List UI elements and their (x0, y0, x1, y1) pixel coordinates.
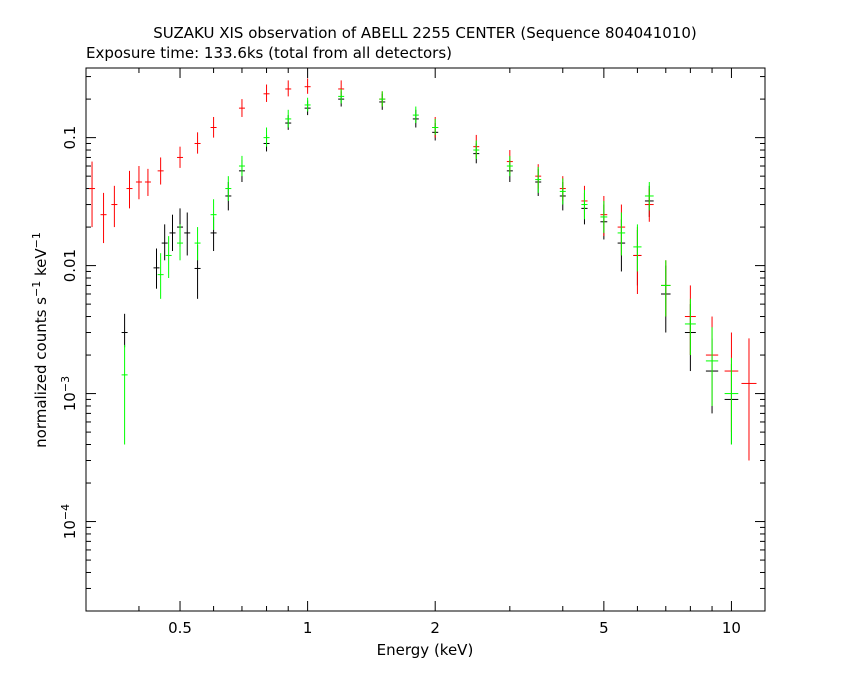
x-tick-label: 1 (303, 619, 313, 637)
y-axis-label-sup1: −1 (30, 281, 43, 297)
x-tick-label: 10 (722, 619, 741, 637)
series-1 (89, 78, 757, 461)
y-tick-label: 10−4 (59, 504, 79, 539)
y-axis-label-mid: keV (32, 248, 50, 281)
chart-title: SUZAKU XIS observation of ABELL 2255 CEN… (153, 24, 696, 42)
series-2 (121, 88, 739, 445)
x-tick-label: 2 (430, 619, 440, 637)
y-axis-label: normalized counts s−1 keV−1 (30, 232, 50, 448)
chart-subtitle: Exposure time: 133.6ks (total from all d… (86, 44, 452, 62)
data-series (89, 78, 757, 461)
plot-frame (85, 67, 766, 612)
x-axis-label: Energy (keV) (377, 641, 474, 659)
series-0 (121, 91, 739, 445)
y-axis-label-sup2: −1 (30, 232, 43, 248)
y-tick-label: 0.01 (61, 249, 79, 282)
y-tick-label: 0.1 (61, 126, 79, 150)
y-axis-label-base: normalized counts s (32, 297, 50, 448)
x-tick-label: 5 (599, 619, 609, 637)
axis-ticks: 0.5 1 2 5 10 0.1 0.01 10−3 10−4 (59, 68, 765, 637)
y-tick-label: 10−3 (59, 376, 79, 411)
x-tick-label: 0.5 (168, 619, 192, 637)
